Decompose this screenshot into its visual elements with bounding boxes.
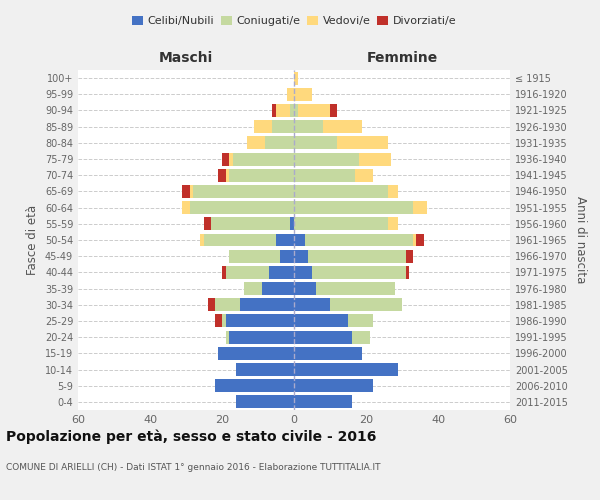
Bar xyxy=(215,379,294,392)
Bar xyxy=(294,120,323,133)
Bar xyxy=(294,234,305,246)
Bar xyxy=(388,185,398,198)
Bar xyxy=(254,120,272,133)
Bar xyxy=(193,185,294,198)
Bar xyxy=(190,185,193,198)
Bar xyxy=(294,396,352,408)
Bar xyxy=(294,266,312,279)
Bar xyxy=(229,169,294,181)
Bar xyxy=(413,234,416,246)
Bar xyxy=(236,396,294,408)
Bar xyxy=(305,234,413,246)
Bar xyxy=(211,218,290,230)
Bar xyxy=(226,314,294,328)
Bar xyxy=(294,152,359,166)
Text: COMUNE DI ARIELLI (CH) - Dati ISTAT 1° gennaio 2016 - Elaborazione TUTTITALIA.IT: COMUNE DI ARIELLI (CH) - Dati ISTAT 1° g… xyxy=(6,462,380,471)
Bar xyxy=(294,218,388,230)
Bar xyxy=(294,347,362,360)
Bar xyxy=(226,169,229,181)
Bar xyxy=(272,120,294,133)
Bar xyxy=(312,266,406,279)
Bar xyxy=(330,298,402,311)
Bar xyxy=(359,152,391,166)
Bar xyxy=(294,136,337,149)
Text: Popolazione per età, sesso e stato civile - 2016: Popolazione per età, sesso e stato civil… xyxy=(6,430,376,444)
Bar xyxy=(290,218,294,230)
Bar xyxy=(215,314,222,328)
Bar xyxy=(287,88,294,101)
Bar xyxy=(247,136,265,149)
Bar xyxy=(323,120,362,133)
Bar xyxy=(229,330,294,344)
Bar xyxy=(294,72,298,85)
Bar xyxy=(337,136,388,149)
Bar xyxy=(316,282,395,295)
Bar xyxy=(294,379,373,392)
Bar xyxy=(290,104,294,117)
Bar xyxy=(406,266,409,279)
Bar xyxy=(294,363,398,376)
Bar xyxy=(218,169,226,181)
Bar xyxy=(204,234,276,246)
Bar xyxy=(276,104,290,117)
Bar xyxy=(294,201,413,214)
Bar xyxy=(229,152,233,166)
Bar xyxy=(348,314,373,328)
Text: Maschi: Maschi xyxy=(159,51,213,65)
Bar xyxy=(229,250,280,262)
Bar xyxy=(240,298,294,311)
Bar xyxy=(330,104,337,117)
Bar xyxy=(413,201,427,214)
Y-axis label: Fasce di età: Fasce di età xyxy=(26,205,39,275)
Bar xyxy=(294,298,330,311)
Bar xyxy=(222,314,226,328)
Bar xyxy=(355,169,373,181)
Bar xyxy=(208,298,215,311)
Bar xyxy=(388,218,398,230)
Bar xyxy=(294,104,298,117)
Bar xyxy=(222,266,226,279)
Bar xyxy=(294,314,348,328)
Bar xyxy=(236,363,294,376)
Bar xyxy=(244,282,262,295)
Bar xyxy=(416,234,424,246)
Bar xyxy=(262,282,294,295)
Bar xyxy=(182,201,190,214)
Bar xyxy=(294,250,308,262)
Bar xyxy=(406,250,413,262)
Bar xyxy=(222,152,229,166)
Text: Femmine: Femmine xyxy=(367,51,437,65)
Bar xyxy=(269,266,294,279)
Bar xyxy=(294,88,312,101)
Bar xyxy=(272,104,276,117)
Bar xyxy=(190,201,294,214)
Bar xyxy=(265,136,294,149)
Bar xyxy=(226,266,269,279)
Bar xyxy=(218,347,294,360)
Bar xyxy=(280,250,294,262)
Bar xyxy=(294,282,316,295)
Bar xyxy=(233,152,294,166)
Bar xyxy=(298,104,330,117)
Bar xyxy=(276,234,294,246)
Bar xyxy=(204,218,211,230)
Bar xyxy=(215,298,240,311)
Bar xyxy=(294,330,352,344)
Legend: Celibi/Nubili, Coniugati/e, Vedovi/e, Divorziati/e: Celibi/Nubili, Coniugati/e, Vedovi/e, Di… xyxy=(127,11,461,30)
Bar xyxy=(182,185,190,198)
Bar xyxy=(352,330,370,344)
Bar xyxy=(294,169,355,181)
Bar xyxy=(226,330,229,344)
Bar xyxy=(294,185,388,198)
Y-axis label: Anni di nascita: Anni di nascita xyxy=(574,196,587,284)
Bar xyxy=(308,250,406,262)
Bar xyxy=(200,234,204,246)
